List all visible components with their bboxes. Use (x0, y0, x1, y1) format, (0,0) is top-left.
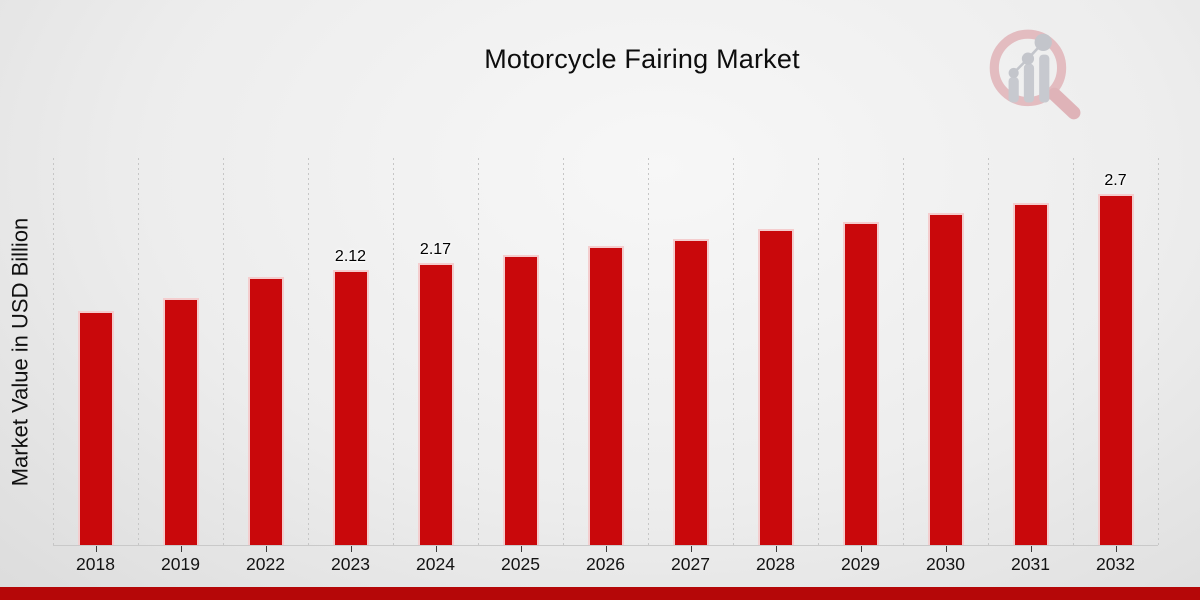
x-tick-label-2018: 2018 (76, 554, 115, 574)
value-label-2023: 2.12 (334, 247, 367, 265)
value-label-2032: 2.7 (1104, 172, 1127, 190)
bar-2027 (672, 238, 709, 545)
x-tick-label-2022: 2022 (246, 554, 285, 574)
x-axis-tick (265, 546, 267, 552)
bar-2031 (1012, 203, 1049, 545)
vertical-gridline (562, 158, 564, 545)
vertical-gridline (137, 158, 139, 545)
x-tick-label-2027: 2027 (671, 554, 710, 574)
vertical-gridline (1157, 158, 1159, 545)
x-tick-label-2029: 2029 (841, 554, 880, 574)
vertical-gridline (647, 158, 649, 545)
vertical-gridline (307, 158, 309, 545)
x-tick-label-2024: 2024 (416, 554, 455, 574)
x-axis-tick (945, 546, 947, 552)
bar-2024 (417, 263, 454, 545)
vertical-gridline (902, 158, 904, 545)
vertical-gridline (817, 158, 819, 545)
x-axis-tick (180, 546, 182, 552)
bar-2032 (1097, 194, 1134, 545)
x-axis-tick (435, 546, 437, 552)
bar-2023 (332, 269, 369, 545)
x-axis-tick (775, 546, 777, 552)
plot-area: 2018 2019 2022 2023 2.12 2024 2.17 2025 2026 2027… (52, 158, 1159, 574)
y-axis-label-text: Market Value in USD Billion (7, 217, 32, 486)
x-axis-tick (520, 546, 522, 552)
vertical-gridline (987, 158, 989, 545)
bar-2029 (842, 221, 879, 545)
bar-2025 (502, 255, 539, 545)
x-tick-label-2019: 2019 (161, 554, 200, 574)
x-tick-label-2026: 2026 (586, 554, 625, 574)
bar-2022 (247, 277, 284, 545)
x-axis-tick (1115, 546, 1117, 552)
vertical-gridline (392, 158, 394, 545)
vertical-gridline (52, 158, 54, 545)
x-axis-tick (95, 546, 97, 552)
x-tick-label-2030: 2030 (926, 554, 965, 574)
x-axis-tick (350, 546, 352, 552)
x-axis-tick (860, 546, 862, 552)
footer-accent-bar (0, 587, 1200, 600)
bar-2026 (587, 246, 624, 545)
value-label-2024: 2.17 (419, 241, 452, 259)
x-tick-label-2032: 2032 (1096, 554, 1135, 574)
bar-2028 (757, 229, 794, 545)
chart-title: Motorcycle Fairing Market (484, 44, 800, 74)
x-axis-tick (1030, 546, 1032, 552)
x-axis-tick (690, 546, 692, 552)
y-axis-label: Market Value in USD Billion (0, 158, 42, 545)
vertical-gridline (1072, 158, 1074, 545)
vertical-gridline (477, 158, 479, 545)
x-axis-tick (605, 546, 607, 552)
magnifier-bar-chart-logo-icon (989, 29, 1081, 120)
x-axis-line (53, 545, 1158, 546)
x-tick-label-2023: 2023 (331, 554, 370, 574)
x-tick-label-2031: 2031 (1011, 554, 1050, 574)
vertical-gridline (732, 158, 734, 545)
bar-2030 (927, 212, 964, 545)
vertical-gridline (222, 158, 224, 545)
x-tick-label-2025: 2025 (501, 554, 540, 574)
bar-2019 (162, 298, 199, 545)
x-tick-label-2028: 2028 (756, 554, 795, 574)
bar-2018 (77, 311, 114, 545)
